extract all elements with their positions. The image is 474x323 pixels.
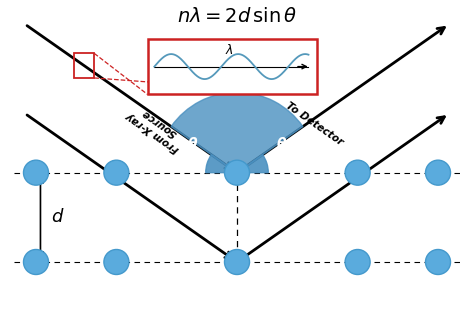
Circle shape: [24, 249, 48, 275]
Wedge shape: [237, 155, 268, 173]
Bar: [74, 53, 94, 78]
Text: λ: λ: [226, 44, 233, 57]
Circle shape: [104, 160, 129, 185]
Circle shape: [345, 160, 370, 185]
Text: d: d: [52, 208, 63, 226]
Text: From X-ray
Source: From X-ray Source: [125, 101, 188, 154]
Wedge shape: [206, 155, 237, 173]
Circle shape: [104, 249, 129, 275]
Circle shape: [24, 160, 48, 185]
Text: θ: θ: [277, 137, 286, 151]
Circle shape: [345, 249, 370, 275]
Bar: [148, 39, 318, 95]
Circle shape: [426, 249, 450, 275]
Wedge shape: [171, 92, 303, 173]
Circle shape: [225, 249, 249, 275]
Text: θ: θ: [188, 137, 197, 151]
Text: $n\lambda = 2d\,\sin\theta$: $n\lambda = 2d\,\sin\theta$: [177, 7, 297, 26]
Circle shape: [225, 160, 249, 185]
Text: To Detector: To Detector: [283, 100, 345, 147]
Circle shape: [426, 160, 450, 185]
